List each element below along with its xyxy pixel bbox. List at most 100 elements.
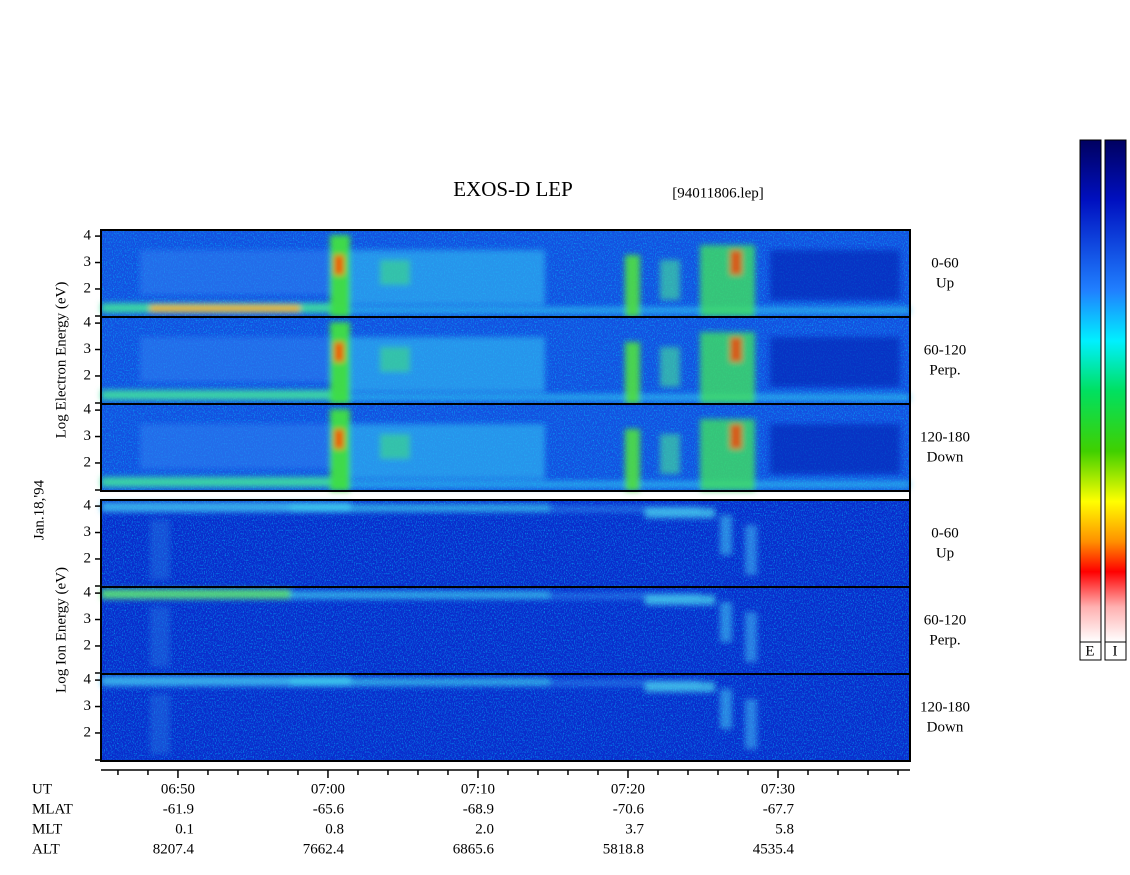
- texture-blob: [730, 250, 742, 275]
- ephemeris-value: -70.6: [613, 801, 645, 817]
- texture-blob: [550, 680, 700, 686]
- texture-blob: [700, 245, 755, 317]
- chart-title: EXOS-D LEP: [453, 177, 573, 201]
- texture-blob: [645, 508, 715, 518]
- texture-blob: [330, 394, 910, 401]
- ephemeris-value: 4535.4: [753, 841, 795, 857]
- ephemeris-value: 5.8: [775, 821, 794, 837]
- texture-blob: [550, 593, 700, 599]
- y-tick-label: 4: [84, 672, 92, 688]
- noise-texture: [101, 500, 910, 587]
- x-tick-label: 07:00: [311, 781, 345, 797]
- texture-blob: [645, 595, 715, 605]
- texture-blob: [380, 260, 410, 285]
- panel-label: Up: [936, 275, 954, 291]
- texture-blob: [625, 429, 640, 491]
- ephemeris-name: ALT: [32, 841, 60, 857]
- texture-blob: [770, 250, 900, 300]
- y-tick-label: 3: [84, 341, 92, 357]
- texture-blob: [720, 602, 732, 642]
- texture-blob: [150, 520, 170, 580]
- y-tick-label: 2: [84, 367, 92, 383]
- texture-blob: [770, 337, 900, 387]
- y-tick-label: 4: [84, 228, 92, 244]
- texture-blob: [330, 409, 350, 491]
- texture-blob: [720, 689, 732, 729]
- ephemeris-value: 3.7: [625, 821, 644, 837]
- texture-blob: [730, 424, 742, 449]
- ephemeris-value: 6865.6: [453, 841, 495, 857]
- panel-label: 120-180: [920, 699, 970, 715]
- panel-label: Perp.: [929, 632, 960, 648]
- ephemeris-name: UT: [32, 781, 52, 797]
- texture-blob: [330, 307, 910, 314]
- texture-blob: [330, 235, 350, 317]
- spectrogram-panel: [100, 499, 911, 588]
- panel-label: 120-180: [920, 429, 970, 445]
- ephemeris-name: MLT: [32, 821, 62, 837]
- spectrogram-panel: [100, 229, 911, 318]
- texture-blob: [625, 255, 640, 317]
- x-tick-label: 07:10: [461, 781, 495, 797]
- spectrogram-panel: [100, 673, 911, 762]
- y-tick-label: 2: [84, 454, 92, 470]
- texture-blob: [101, 589, 291, 599]
- texture-blob: [101, 502, 351, 512]
- y-tick-label: 3: [84, 524, 92, 540]
- y-tick-label: 3: [84, 254, 92, 270]
- texture-blob: [550, 506, 700, 512]
- colorbar-label-box: [1079, 641, 1102, 661]
- ephemeris-value: -61.9: [163, 801, 194, 817]
- y-tick-label: 3: [84, 428, 92, 444]
- texture-blob: [290, 591, 550, 599]
- texture-blob: [330, 322, 350, 404]
- texture-blob: [770, 424, 900, 474]
- colorbar: [1079, 139, 1102, 643]
- texture-blob: [720, 515, 732, 555]
- ephemeris-value: 2.0: [475, 821, 494, 837]
- texture-blob: [345, 337, 545, 392]
- y-tick-label: 4: [84, 585, 92, 601]
- panel-label: Up: [936, 545, 954, 561]
- y-axis-label: Log Ion Energy (eV): [53, 567, 69, 693]
- ephemeris-value: -67.7: [763, 801, 795, 817]
- x-tick-label: 06:50: [161, 781, 195, 797]
- texture-blob: [730, 337, 742, 362]
- texture-blob: [140, 424, 330, 469]
- spectrogram-panel: [100, 403, 911, 492]
- panel-label: 60-120: [924, 342, 967, 358]
- noise-texture: [101, 674, 910, 761]
- texture-blob: [380, 434, 410, 459]
- texture-blob: [150, 694, 170, 754]
- ephemeris-value: -65.6: [313, 801, 345, 817]
- ephemeris-value: 8207.4: [153, 841, 195, 857]
- y-tick-label: 2: [84, 637, 92, 653]
- y-tick-label: 3: [84, 698, 92, 714]
- ephemeris-value: -68.9: [463, 801, 494, 817]
- colorbar: [1104, 139, 1127, 643]
- panel-label: 0-60: [931, 255, 959, 271]
- noise-texture: [101, 587, 910, 674]
- panel-label: Down: [927, 449, 964, 465]
- y-tick-label: 4: [84, 498, 92, 514]
- spectrogram-texture: [101, 589, 757, 667]
- texture-blob: [290, 504, 550, 512]
- colorbar-label: I: [1113, 643, 1118, 659]
- texture-blob: [660, 260, 680, 300]
- y-tick-label: 2: [84, 724, 92, 740]
- texture-blob: [140, 337, 330, 382]
- texture-blob: [334, 429, 344, 449]
- texture-blob: [745, 525, 757, 575]
- texture-blob: [625, 342, 640, 404]
- y-tick-label: 4: [84, 402, 92, 418]
- texture-blob: [150, 607, 170, 667]
- texture-blob: [380, 347, 410, 372]
- y-tick-label: 4: [84, 315, 92, 331]
- texture-blob: [334, 342, 344, 362]
- texture-blob: [745, 699, 757, 749]
- spectrogram-panel: [100, 316, 911, 405]
- texture-blob: [645, 682, 715, 692]
- spectrogram-panel: [100, 586, 911, 675]
- texture-blob: [660, 347, 680, 387]
